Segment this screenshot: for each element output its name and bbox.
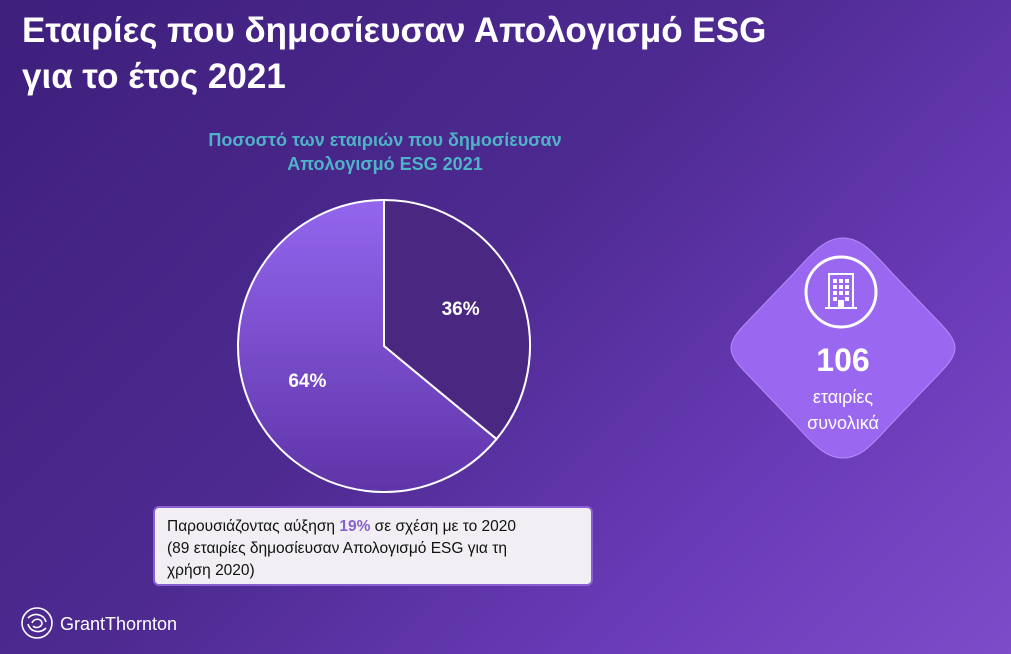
total-companies-caption: εταιρίες συνολικά [743, 384, 943, 436]
brand-name: GrantThornton [60, 614, 178, 634]
chart-title: Ποσοστό των εταιριών που δημοσίευσαν Απο… [150, 128, 620, 176]
building-icon [804, 255, 878, 329]
chart-title-line2: Απολογισμό ESG 2021 [287, 154, 483, 174]
chart-title-line1: Ποσοστό των εταιριών που δημοσίευσαν [208, 130, 562, 150]
note-line2: (89 εταιρίες δημοσίευσαν Απολογισμό ESG … [167, 540, 507, 557]
pie-slice-36 [383, 198, 531, 441]
stat-caption-line2: συνολικά [807, 413, 879, 433]
slide-title: Εταιρίες που δημοσίευσαν Απολογισμό ESG … [22, 8, 922, 100]
pie-slice-64 [237, 198, 498, 493]
pie-chart: 36% 64% [237, 198, 531, 493]
slide-title-line1: Εταιρίες που δημοσίευσαν Απολογισμό ESG [22, 11, 767, 50]
note-highlight-percent: 19% [339, 518, 371, 535]
growth-note: Παρουσιάζοντας αύξηση 19% σε σχέση με το… [153, 506, 593, 586]
note-text-after: σε σχέση με το 2020 [370, 518, 517, 535]
note-line3: χρήση 2020) [167, 562, 255, 579]
stat-caption-line1: εταιρίες [812, 387, 874, 407]
pie-slice-label-36: 36% [442, 299, 480, 320]
grant-thornton-logo-icon [21, 607, 53, 639]
pie-slice-label-64: 64% [288, 371, 326, 392]
note-text-before: Παρουσιάζοντας αύξηση [167, 518, 340, 535]
stat-diamond-shape [730, 237, 956, 459]
slide-title-line2: για το έτος 2021 [22, 57, 286, 96]
total-companies-number: 106 [816, 342, 870, 378]
